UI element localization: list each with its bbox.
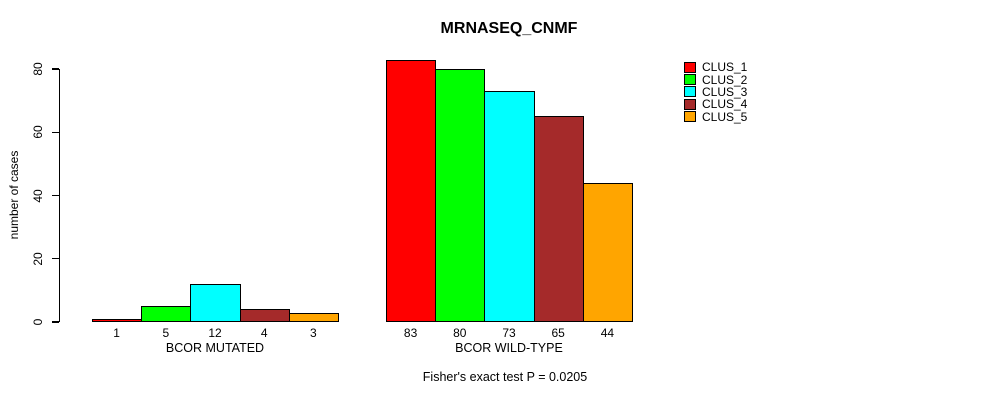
bar-value-label: 65 [551, 326, 565, 340]
y-tick [52, 321, 59, 323]
legend-swatch [684, 111, 696, 123]
legend-row: CLUS_2 [684, 72, 748, 87]
bar-value-label: 3 [310, 326, 317, 340]
legend-row: CLUS_4 [684, 98, 747, 110]
legend-swatch [684, 86, 696, 98]
bar [92, 318, 143, 322]
group-label: BCOR MUTATED [165, 341, 265, 355]
legend-label: CLUS_5 [702, 109, 748, 124]
bar [484, 91, 535, 322]
legend-row: CLUS_1 [684, 61, 747, 73]
legend-row: CLUS_5 [684, 111, 747, 123]
y-tick [52, 131, 59, 133]
y-tick-label: 80 [31, 62, 45, 76]
bar [288, 312, 339, 322]
legend-label: CLUS_2 [702, 72, 748, 87]
legend-label: CLUS_4 [702, 97, 748, 112]
group-label: BCOR WILD-TYPE [455, 341, 563, 355]
legend: CLUS_1 CLUS_2 CLUS_3 CLUS_4 CLUS_5 [684, 61, 747, 123]
bar-value-label: 12 [208, 326, 222, 340]
bar-value-label: 4 [260, 326, 268, 340]
bar-value-label: 73 [502, 326, 516, 340]
bar-value-label: 1 [113, 326, 120, 340]
caption: Fisher's exact test P = 0.0205 [422, 370, 588, 384]
y-tick-label: 60 [31, 125, 45, 139]
legend-row: CLUS_3 [684, 86, 747, 98]
bar [582, 182, 633, 322]
y-tick [52, 258, 59, 260]
y-tick [52, 68, 59, 70]
bar [386, 59, 437, 322]
y-tick-label: 40 [31, 188, 45, 203]
y-tick [52, 194, 59, 197]
bar-value-label: 5 [162, 326, 170, 340]
bar [190, 284, 241, 322]
bar-value-label: 80 [453, 326, 467, 340]
y-tick-label: 20 [31, 252, 45, 266]
legend-swatch [684, 61, 696, 73]
bar [239, 309, 290, 322]
legend-swatch [684, 74, 696, 86]
bar [435, 69, 486, 322]
bar [533, 116, 584, 322]
legend-label: CLUS_3 [702, 84, 748, 99]
legend-swatch [684, 98, 696, 110]
bar-value-label: 44 [600, 326, 615, 340]
chart-title: MRNASEQ_CNMF [440, 20, 578, 37]
bar [141, 306, 192, 322]
legend-label: CLUS_1 [702, 60, 748, 75]
bar-value-label: 83 [403, 326, 418, 340]
y-axis-line [59, 69, 61, 322]
y-tick-label: 0 [31, 318, 45, 326]
